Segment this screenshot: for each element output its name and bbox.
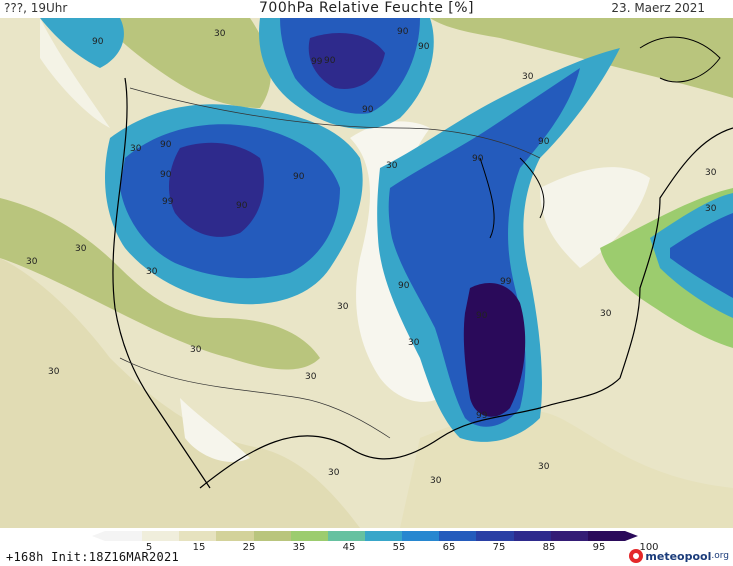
colorbar-segment	[179, 531, 217, 541]
contour-label: 30	[430, 476, 442, 486]
moisture-core-central	[463, 283, 526, 417]
colorbar-segment	[105, 531, 143, 541]
colorbar-segment	[439, 531, 477, 541]
contour-label: 30	[705, 204, 717, 214]
colorbar-min-arrow	[92, 531, 105, 541]
contour-label: 90	[472, 154, 484, 164]
contour-label: 30	[408, 338, 420, 348]
dry-region-southwest	[0, 258, 360, 528]
colorbar-max-arrow	[625, 531, 638, 541]
contour-label: 90	[160, 140, 172, 150]
contour-label: 30	[386, 161, 398, 171]
colorbar-tick-label: 5	[145, 542, 153, 553]
moisture-region-atlantic-85	[670, 213, 733, 298]
colorbar-segment	[216, 531, 254, 541]
contour-label: 30	[600, 309, 612, 319]
humidity-map-canvas: 90 30 90 99 90 90 90 30 90 90 99 90 30 9…	[0, 18, 733, 528]
contour-label: 90	[418, 42, 430, 52]
colorbar-ticks: 5 15 25 35 45 55 65 75 85 95 100	[105, 542, 659, 554]
map-header: ???, 19Uhr 700hPa Relative Feuchte [%] 2…	[0, 0, 733, 18]
colorbar-tick-label: 15	[192, 542, 206, 553]
contour-label: 90	[293, 172, 305, 182]
contour-label: 30	[75, 244, 87, 254]
map-title: 700hPa Relative Feuchte [%]	[259, 0, 474, 16]
colorbar-tick-label: 35	[292, 542, 306, 553]
moisture-region-central-85	[388, 68, 580, 427]
colorbar-segment	[476, 531, 514, 541]
colorbar-segment	[290, 531, 328, 541]
coastline-northeast	[639, 36, 721, 83]
colorbar-segment	[142, 531, 180, 541]
contour-label: 30	[26, 257, 38, 267]
moisture-region-coast	[40, 18, 124, 68]
moisture-core-west	[168, 142, 264, 237]
contour-label: 30	[538, 462, 550, 472]
contour-label: 30	[130, 144, 142, 154]
logo-icon	[629, 549, 644, 563]
contour-label: 90	[538, 137, 550, 147]
contour-labels: 90 30 90 99 90 90 90 30 90 90 99 90 30 9…	[26, 27, 717, 486]
valid-time-label: ???, 19Uhr	[4, 1, 68, 15]
forecast-date-label: 23. Maerz 2021	[611, 1, 705, 15]
map-footer: 5 15 25 35 45 55 65 75 85 95 100 +168h Init:18Z16M…	[0, 528, 733, 566]
contour-label: 99	[476, 411, 488, 421]
great-lakes-outline	[479, 157, 545, 239]
colorbar-segment	[253, 531, 291, 541]
coastline	[112, 77, 733, 489]
colorbar-segment	[513, 531, 551, 541]
country-border-canada	[129, 87, 541, 159]
contour-label: 99	[311, 57, 323, 67]
contour-label: 90	[476, 311, 488, 321]
colorbar-segment	[550, 531, 588, 541]
colorbar-tick-label: 45	[342, 542, 356, 553]
dry-region-plains	[350, 121, 440, 402]
colorbar-segment	[587, 531, 625, 541]
logo-text: meteopool	[645, 549, 712, 563]
contour-label: 30	[214, 29, 226, 39]
dry-streak-north	[40, 18, 110, 128]
contour-label: 90	[236, 201, 248, 211]
contour-label: 99	[500, 277, 512, 287]
logo-tld: .org	[711, 551, 729, 561]
contour-label: 30	[48, 367, 60, 377]
colorbar	[105, 531, 625, 541]
colorbar-tick-label: 85	[542, 542, 556, 553]
colorbar-tick-label: 55	[392, 542, 406, 553]
contour-label: 90	[324, 56, 336, 66]
colorbar-tick-label: 95	[592, 542, 606, 553]
contour-label: 90	[398, 281, 410, 291]
moisture-band-northeast	[430, 18, 733, 98]
colorbar-segment	[364, 531, 403, 541]
run-info: +168h Init:18Z16MAR2021	[6, 550, 180, 564]
contour-label: 90	[160, 170, 172, 180]
colorbar-segment	[327, 531, 365, 541]
contour-label: 30	[328, 468, 340, 478]
contour-label: 90	[92, 37, 104, 47]
moisture-band-north	[100, 18, 271, 108]
dry-region-east	[540, 167, 650, 268]
contour-label: 99	[162, 197, 174, 207]
contour-label: 30	[705, 168, 717, 178]
moisture-band-45	[0, 198, 320, 370]
contour-label: 90	[397, 27, 409, 37]
humidity-map: 90 30 90 99 90 90 90 30 90 90 99 90 30 9…	[0, 18, 733, 528]
colorbar-segment	[402, 531, 440, 541]
colorbar-tick-label: 75	[492, 542, 506, 553]
meteopool-logo: meteopool .org	[629, 548, 729, 564]
dry-patch-mexico	[180, 398, 250, 462]
colorbar-tick-label: 25	[242, 542, 256, 553]
colorbar-tick-label: 100	[639, 542, 659, 553]
moisture-core-canada	[308, 33, 385, 89]
contour-label: 30	[337, 302, 349, 312]
contour-label: 90	[362, 105, 374, 115]
contour-label: 30	[305, 372, 317, 382]
contour-label: 30	[146, 267, 158, 277]
colorbar-tick-label: 65	[442, 542, 456, 553]
country-border-mexico	[119, 357, 391, 439]
contour-label: 30	[522, 72, 534, 82]
contour-label: 30	[190, 345, 202, 355]
